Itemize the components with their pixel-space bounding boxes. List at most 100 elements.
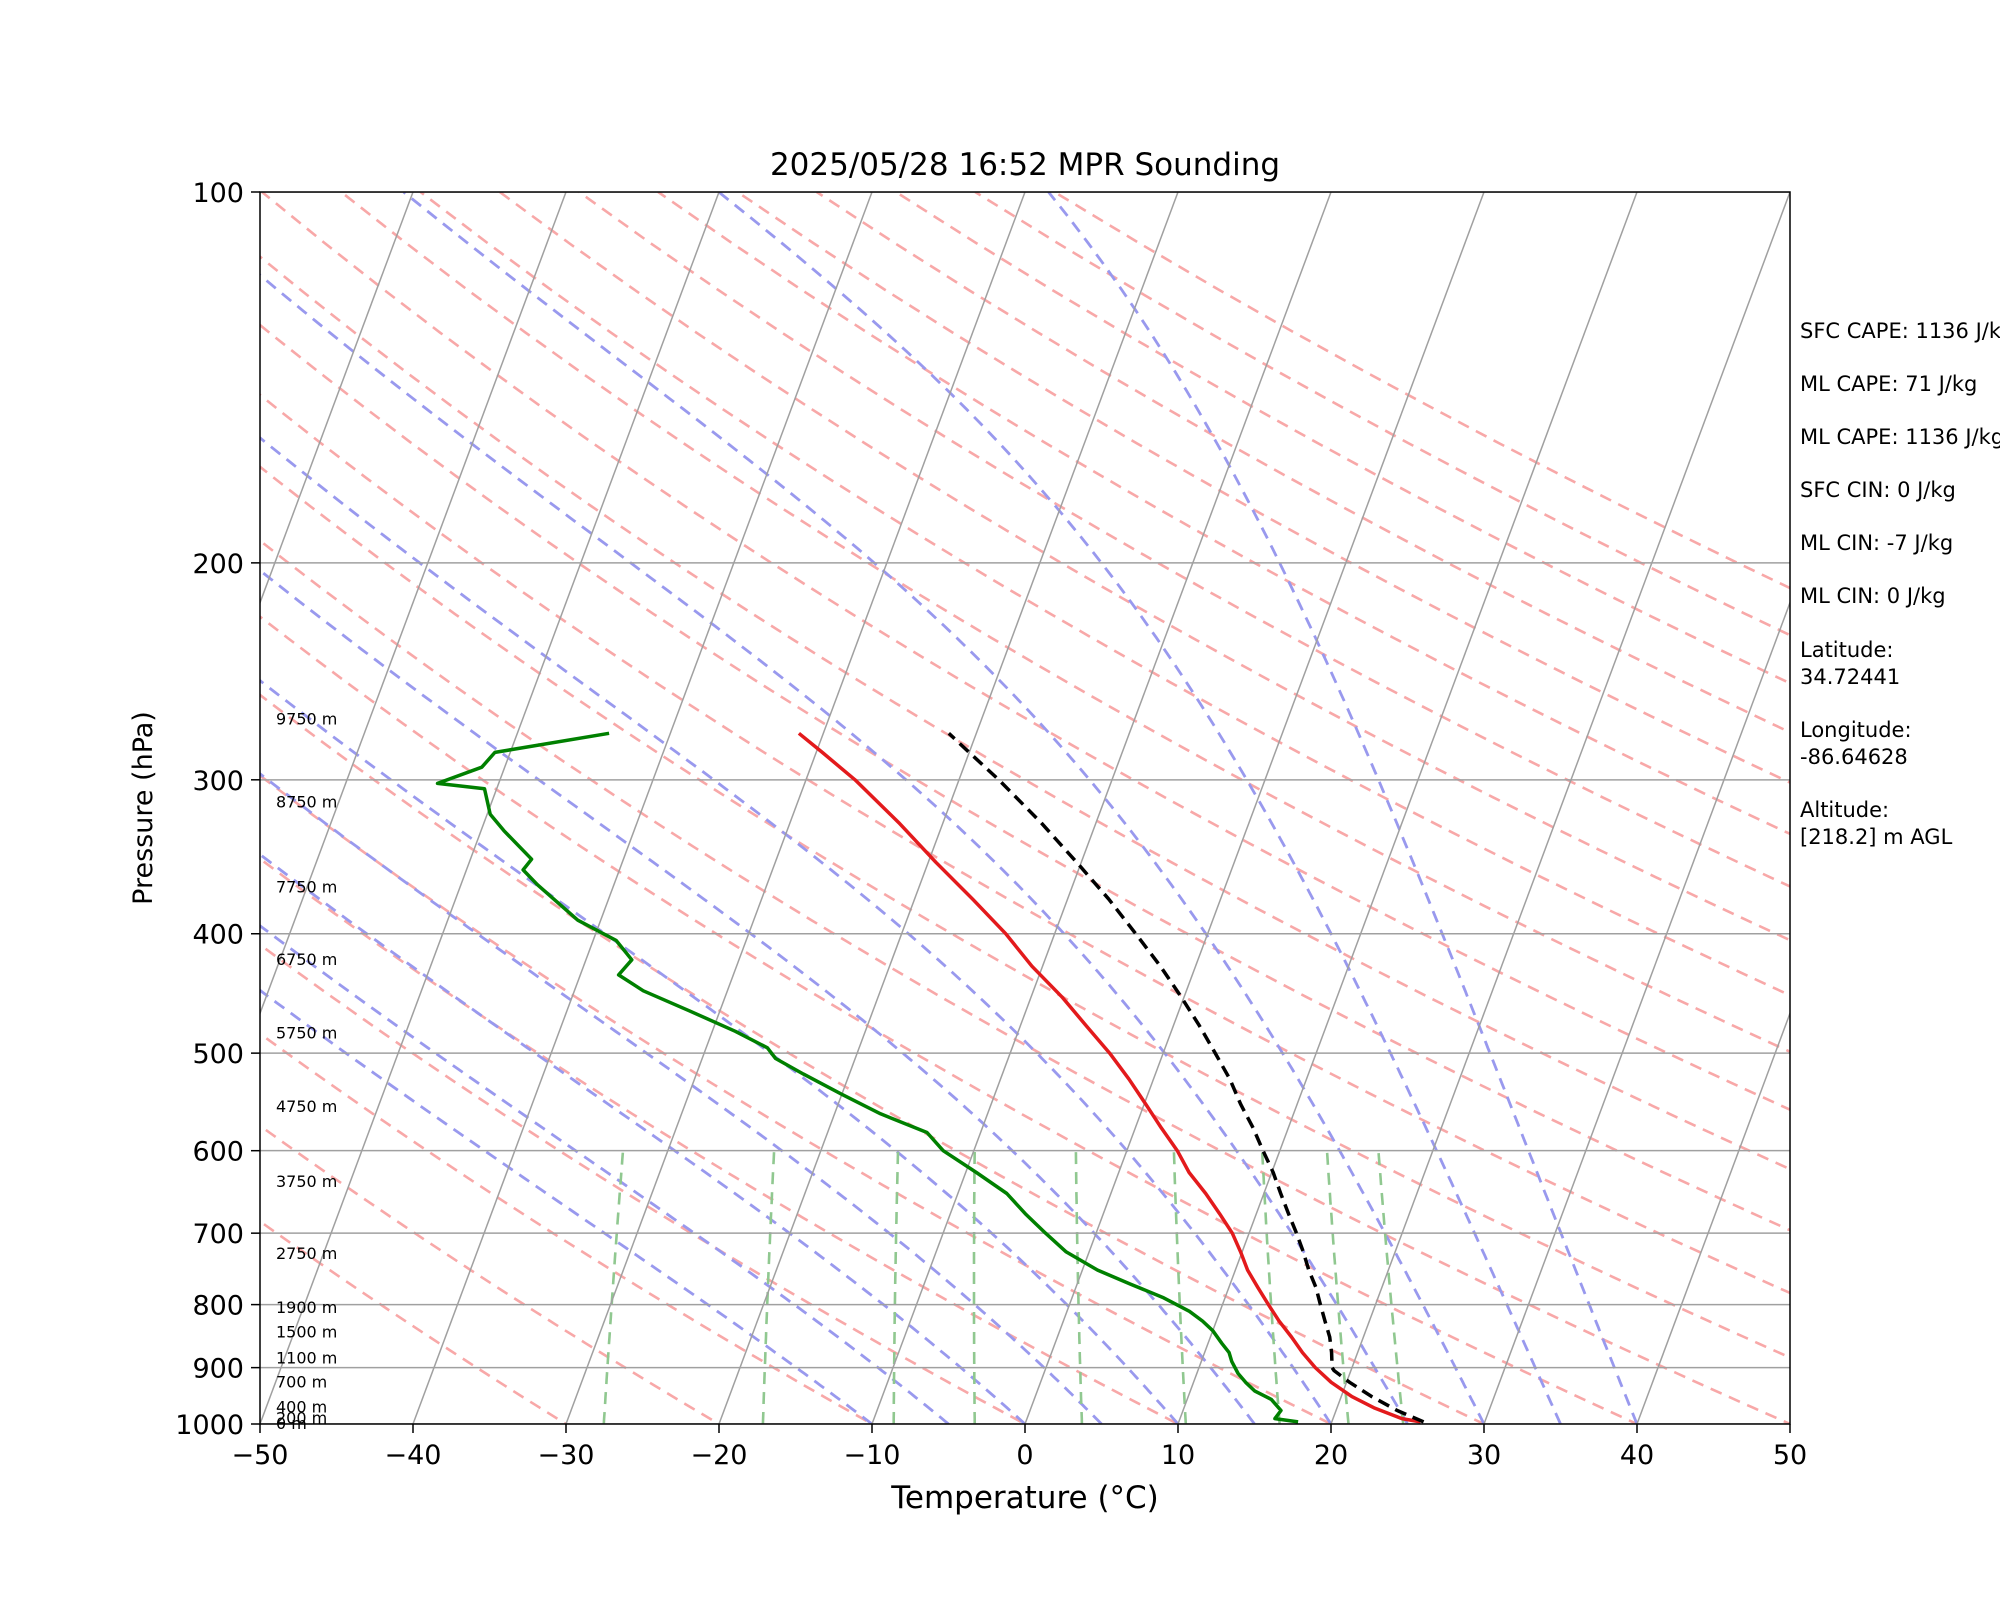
isotherm — [1177, 192, 1638, 1424]
moist-adiabat — [402, 192, 1486, 1424]
y-tick-label: 900 — [192, 1354, 244, 1385]
isotherm — [1330, 192, 1790, 1424]
y-tick-label: 400 — [192, 920, 244, 951]
dry-adiabat — [260, 323, 1790, 1232]
info-line-sfc-cin: SFC CIN: 0 J/kg — [1800, 478, 1956, 502]
x-axis: −50 −40 −30 −20 −10 0 10 20 30 40 50 — [232, 1424, 1807, 1471]
temperature-line — [797, 731, 1421, 1424]
dry-adiabat — [260, 943, 1028, 1424]
isotherm — [1636, 1011, 1790, 1424]
height-label: 1900 m — [276, 1298, 337, 1317]
background-lines — [0, 192, 1790, 1424]
height-label: 3750 m — [276, 1172, 337, 1191]
height-label: 8750 m — [276, 793, 337, 812]
altitude-value: [218.2] m AGL — [1800, 825, 1953, 849]
height-label: 7750 m — [276, 878, 337, 897]
mixing-ratio-line — [1172, 1150, 1188, 1424]
dry-adiabat — [260, 615, 1641, 1424]
info-panel: SFC CAPE: 1136 J/kg ML CAPE: 71 J/kg ML … — [1800, 319, 2000, 849]
dry-adiabat — [260, 857, 1181, 1424]
moist-adiabat — [717, 192, 1562, 1424]
isotherm — [0, 192, 107, 1424]
info-line-ml-cape-2: ML CAPE: 1136 J/kg — [1800, 425, 2000, 449]
moist-adiabat — [260, 568, 1256, 1424]
x-tick-label: −10 — [844, 1440, 901, 1471]
height-label: 4750 m — [276, 1097, 337, 1116]
moist-adiabat — [260, 436, 1333, 1424]
dry-adiabat — [736, 192, 1790, 784]
info-line-ml-cape: ML CAPE: 71 J/kg — [1800, 372, 1977, 396]
height-label: 6750 m — [276, 950, 337, 969]
y-tick-label: 300 — [192, 766, 244, 797]
height-label: 2750 m — [276, 1244, 337, 1263]
x-tick-label: 30 — [1467, 1440, 1501, 1471]
info-line-sfc-cape: SFC CAPE: 1136 J/kg — [1800, 319, 2000, 343]
y-axis: 100 200 300 400 500 600 700 800 900 1000 — [175, 178, 260, 1441]
y-tick-label: 200 — [192, 549, 244, 580]
dry-adiabat — [260, 1219, 569, 1424]
isotherm — [871, 192, 1332, 1424]
moist-adiabat — [1047, 192, 1639, 1424]
x-tick-label: −20 — [691, 1440, 748, 1471]
y-tick-label: 1000 — [175, 1410, 244, 1441]
moist-adiabat — [260, 988, 873, 1424]
isotherm — [260, 192, 414, 605]
dry-adiabat — [815, 192, 1790, 734]
dry-adiabat — [260, 539, 1790, 1424]
latitude-label: Latitude: — [1800, 638, 1894, 662]
mixing-ratio-line — [972, 1150, 977, 1424]
y-tick-label: 600 — [192, 1137, 244, 1168]
height-label: 400 m — [276, 1398, 327, 1417]
info-line-ml-cin: ML CIN: -7 J/kg — [1800, 531, 1953, 555]
y-tick-label: 700 — [192, 1219, 244, 1250]
x-tick-label: 10 — [1161, 1440, 1195, 1471]
parcel-line — [947, 732, 1425, 1424]
isotherm — [565, 192, 1026, 1424]
height-label: 9750 m — [276, 710, 337, 729]
y-tick-label: 800 — [192, 1291, 244, 1322]
isotherm — [1483, 600, 1790, 1424]
x-tick-label: −30 — [538, 1440, 595, 1471]
x-tick-label: −40 — [385, 1440, 442, 1471]
moist-adiabat — [260, 678, 1180, 1424]
moist-adiabat — [260, 273, 1409, 1424]
x-tick-label: −50 — [232, 1440, 289, 1471]
dry-adiabat — [419, 192, 1790, 997]
longitude-value: -86.64628 — [1800, 745, 1908, 769]
x-tick-label: 0 — [1016, 1440, 1033, 1471]
series-layer — [435, 731, 1425, 1424]
height-label: 1500 m — [276, 1323, 337, 1342]
height-label: 1100 m — [276, 1349, 337, 1368]
dry-adiabat — [340, 192, 1790, 1054]
height-label: 5750 m — [276, 1024, 337, 1043]
moist-adiabat — [260, 852, 1026, 1424]
y-axis-label: Pressure (hPa) — [128, 711, 159, 905]
dry-adiabat — [260, 773, 1334, 1424]
x-tick-label: 40 — [1620, 1440, 1654, 1471]
isotherm — [260, 192, 567, 1016]
mixing-ratio-line — [1074, 1150, 1084, 1424]
dry-adiabat — [657, 192, 1790, 836]
altitude-label: Altitude: — [1800, 798, 1889, 822]
mixing-ratio-line — [602, 1150, 625, 1424]
x-tick-label: 50 — [1773, 1440, 1807, 1471]
height-label: 200 m — [276, 1409, 327, 1428]
dry-adiabat — [260, 393, 1790, 1295]
dry-adiabat — [578, 192, 1790, 888]
longitude-label: Longitude: — [1800, 718, 1912, 742]
dry-adiabat — [260, 1124, 722, 1424]
latitude-value: 34.72441 — [1800, 665, 1900, 689]
chart-title: 2025/05/28 16:52 MPR Sounding — [770, 147, 1280, 183]
dewpoint-line — [435, 731, 1299, 1424]
dry-adiabat — [260, 465, 1790, 1359]
x-tick-label: 20 — [1314, 1440, 1348, 1471]
isotherm — [718, 192, 1179, 1424]
moist-adiabat — [260, 924, 950, 1424]
x-axis-label: Temperature (°C) — [890, 1480, 1159, 1516]
moist-adiabat — [260, 772, 1103, 1424]
dry-adiabat — [260, 255, 1790, 1171]
height-label: 700 m — [276, 1372, 327, 1391]
dry-adiabat — [261, 192, 1790, 1112]
